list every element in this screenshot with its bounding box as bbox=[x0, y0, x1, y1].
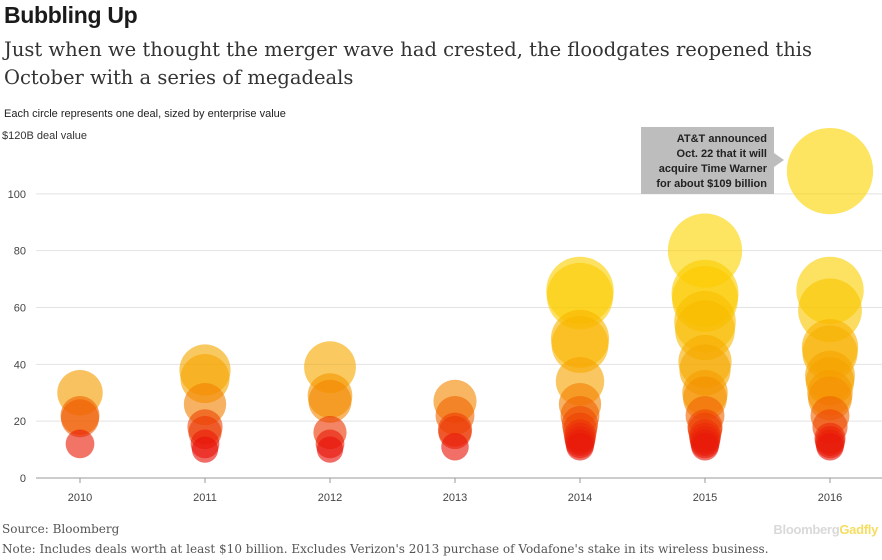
chart-subtitle: Just when we thought the merger wave had… bbox=[4, 38, 813, 89]
y-tick-label: 100 bbox=[8, 189, 26, 201]
x-tick-label: 2011 bbox=[193, 492, 217, 504]
y-tick-label: 20 bbox=[14, 416, 26, 428]
y-tick-label: 80 bbox=[14, 246, 26, 258]
y-tick-label: 40 bbox=[14, 359, 26, 371]
deal-bubble bbox=[65, 429, 95, 459]
footnote: Note: Includes deals worth at least $10 … bbox=[2, 542, 769, 556]
deal-bubble bbox=[691, 432, 719, 461]
y-axis-unit-label: $120B deal value bbox=[2, 130, 88, 142]
x-tick-label: 2012 bbox=[318, 492, 342, 504]
brand-logo-part1: Bloomberg bbox=[773, 522, 840, 537]
deal-bubble bbox=[546, 262, 614, 330]
y-tick-label: 0 bbox=[20, 473, 26, 485]
deal-bubble bbox=[816, 432, 844, 461]
deal-bubble bbox=[60, 399, 100, 438]
deal-bubble bbox=[191, 436, 219, 463]
callout-text-line: Oct. 22 that it will bbox=[677, 148, 767, 160]
callout-text-line: AT&T announced bbox=[677, 133, 767, 145]
bubble-size-note: Each circle represents one deal, sized b… bbox=[4, 108, 286, 120]
x-tick-label: 2013 bbox=[443, 492, 467, 504]
x-tick-label: 2016 bbox=[818, 492, 842, 504]
y-tick-label: 60 bbox=[14, 303, 26, 315]
x-tick-label: 2010 bbox=[68, 492, 92, 504]
deal-bubble bbox=[316, 436, 344, 463]
deal-bubble bbox=[308, 379, 352, 423]
callout-text-line: for about $109 billion bbox=[656, 178, 767, 190]
callout-box bbox=[641, 127, 774, 194]
brand-logo: BloombergGadfly bbox=[773, 522, 878, 537]
chart-title: Bubbling Up bbox=[4, 2, 138, 28]
deal-bubble bbox=[551, 315, 609, 373]
x-tick-label: 2014 bbox=[568, 492, 592, 504]
brand-logo-part2: Gadfly bbox=[839, 522, 878, 537]
deal-bubble bbox=[441, 432, 469, 461]
deal-bubble bbox=[786, 127, 874, 215]
bubbles-group bbox=[57, 127, 874, 463]
callout-text-line: acquire Time Warner bbox=[659, 163, 768, 175]
x-tick-label: 2015 bbox=[693, 492, 717, 504]
source-note: Source: Bloomberg bbox=[2, 522, 120, 536]
callout-pointer bbox=[774, 153, 784, 167]
deal-bubble bbox=[566, 432, 594, 461]
